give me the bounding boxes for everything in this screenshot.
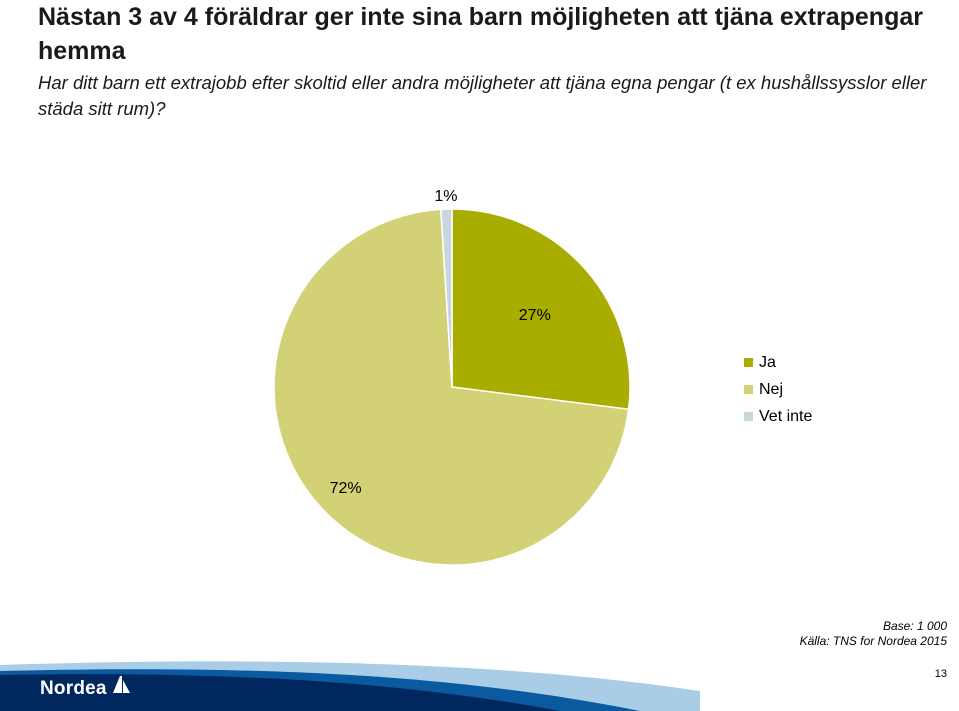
page-number: 13 <box>934 668 947 680</box>
legend-label-nej: Nej <box>759 381 784 398</box>
brand-name: Nordea <box>40 678 107 699</box>
base-note: Base: 1 000 <box>882 619 947 633</box>
data-label-vet-inte: 1% <box>434 188 457 205</box>
source-note: Base: 1 000 Källa: TNS for Nordea 2015 <box>800 619 947 649</box>
pie-chart: 27% 72% 1% <box>273 188 631 566</box>
chart-title: Nästan 3 av 4 föräldrar ger inte sina ba… <box>38 3 923 65</box>
data-label-nej: 72% <box>330 480 362 497</box>
footer-band <box>0 661 700 711</box>
legend-label-ja: Ja <box>759 354 776 371</box>
pie-slice-nej <box>273 208 630 566</box>
legend-swatch-ja <box>744 358 753 367</box>
footer-wave-dark <box>0 674 560 711</box>
legend-swatch-vet-inte <box>744 412 753 421</box>
data-label-ja: 27% <box>519 307 551 324</box>
sail-logo-icon <box>112 676 130 693</box>
legend-item-nej: Nej <box>744 376 812 403</box>
chart-legend: Ja Nej Vet inte <box>744 349 812 430</box>
legend-item-ja: Ja <box>744 349 812 376</box>
nordea-logo: Nordea <box>40 674 132 704</box>
legend-label-vet-inte: Vet inte <box>759 408 813 425</box>
source-line: Källa: TNS for Nordea 2015 <box>799 634 947 648</box>
legend-swatch-nej <box>744 385 753 394</box>
pie-slice-vet-inte <box>440 208 453 388</box>
pie-slice-ja <box>451 208 631 411</box>
chart-subtitle: Har ditt barn ett extrajobb efter skolti… <box>38 72 927 119</box>
legend-item-vet-inte: Vet inte <box>744 403 812 430</box>
